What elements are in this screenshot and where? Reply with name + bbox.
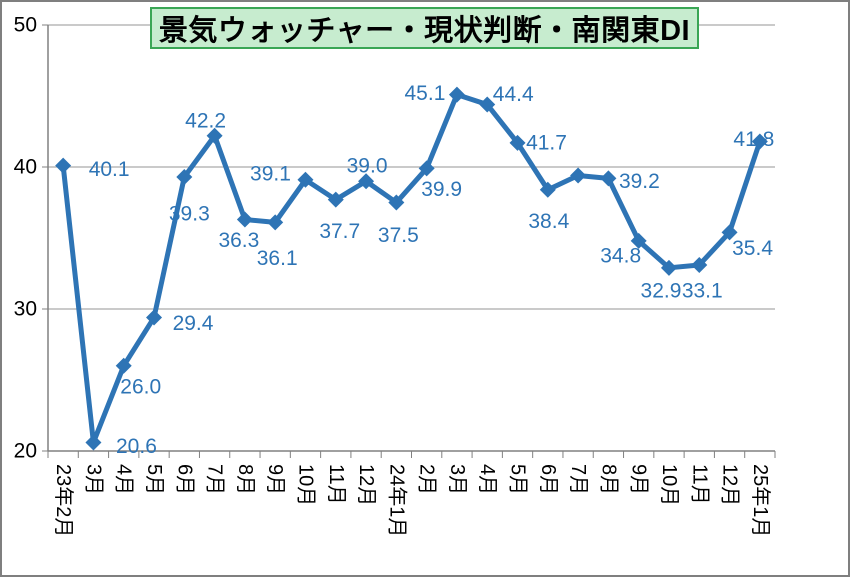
x-axis-category-label: 3月 [446, 464, 468, 495]
data-point-marker [55, 157, 72, 174]
data-point-label: 29.4 [173, 312, 214, 335]
x-axis-category-label: 10月 [658, 464, 680, 506]
data-point-label: 37.5 [378, 224, 419, 247]
chart-title-box: 景気ウォッチャー・現状判断・南関東DI [150, 7, 699, 49]
data-point-marker [539, 181, 556, 198]
data-point-marker [236, 211, 253, 228]
x-axis-category-label: 23年2月 [52, 464, 75, 537]
chart-title: 景気ウォッチャー・現状判断・南関東DI [158, 15, 691, 47]
x-axis-category-label: 6月 [537, 464, 559, 495]
data-point-marker [751, 133, 768, 150]
data-point-marker [418, 160, 435, 177]
x-axis-category-label: 8月 [597, 464, 619, 495]
data-point-label: 41.7 [526, 131, 567, 154]
x-axis-category-label: 6月 [173, 464, 195, 495]
data-point-marker [570, 167, 587, 184]
data-point-marker [327, 191, 344, 208]
data-point-label: 44.4 [493, 83, 534, 106]
x-axis-category-label: 2月 [416, 464, 438, 495]
data-point-label: 45.1 [405, 82, 446, 105]
x-axis-category-label: 11月 [325, 464, 347, 505]
data-point-label: 40.1 [89, 158, 130, 181]
data-point-label: 38.4 [528, 210, 569, 233]
data-point-label: 35.4 [732, 237, 773, 260]
data-point-marker [206, 127, 223, 144]
x-axis-category-label: 25年1月 [749, 464, 772, 537]
data-point-label: 42.2 [185, 109, 226, 132]
data-point-marker [721, 224, 738, 241]
x-axis-category-label: 9月 [264, 464, 286, 495]
data-point-marker [448, 86, 465, 103]
data-point-label: 32.9 [641, 279, 682, 302]
x-axis-category-label: 4月 [476, 464, 498, 495]
data-point-marker [600, 170, 617, 187]
data-point-marker [388, 194, 405, 211]
data-point-label: 39.2 [619, 170, 660, 193]
data-point-label: 26.0 [120, 375, 161, 398]
x-axis-category-label: 10月 [294, 464, 316, 506]
data-point-label: 39.9 [421, 178, 462, 201]
data-point-marker [115, 357, 132, 374]
data-point-marker [479, 96, 496, 113]
data-point-marker [691, 256, 708, 273]
data-point-marker [85, 434, 102, 451]
y-axis-tick-label: 40 [14, 156, 37, 179]
data-point-label: 20.6 [116, 435, 157, 458]
x-axis-category-label: 12月 [355, 464, 377, 506]
x-axis-category-label: 7月 [204, 464, 226, 495]
data-point-marker [660, 259, 677, 276]
x-axis-category-label: 5月 [143, 464, 165, 495]
x-axis-category-label: 5月 [507, 464, 529, 495]
data-point-label: 37.7 [319, 220, 360, 243]
data-point-marker [176, 168, 193, 185]
y-axis-tick-label: 50 [14, 14, 37, 37]
data-point-marker [358, 173, 375, 190]
x-axis-category-label: 9月 [628, 464, 650, 495]
x-axis-category-label: 7月 [567, 464, 589, 495]
x-axis-category-label: 8月 [234, 464, 256, 495]
y-axis-tick-label: 30 [14, 298, 37, 321]
x-axis-category-label: 4月 [113, 464, 135, 495]
y-axis-tick-label: 20 [14, 440, 37, 463]
data-point-marker [630, 232, 647, 249]
x-axis-category-label: 11月 [688, 464, 710, 505]
x-axis-category-label: 24年1月 [385, 464, 408, 537]
data-point-marker [297, 171, 314, 188]
x-axis-category-label: 3月 [82, 464, 104, 495]
data-point-label: 33.1 [682, 279, 723, 302]
data-point-label: 34.8 [600, 244, 641, 267]
x-axis-category-label: 12月 [719, 464, 741, 506]
data-point-label: 36.1 [257, 247, 298, 270]
data-point-marker [267, 214, 284, 231]
di-line-series [60, 92, 763, 445]
data-point-label: 39.0 [347, 155, 388, 178]
data-point-marker [146, 309, 163, 326]
data-point-label: 39.1 [250, 162, 291, 185]
data-point-label: 36.3 [218, 229, 259, 252]
